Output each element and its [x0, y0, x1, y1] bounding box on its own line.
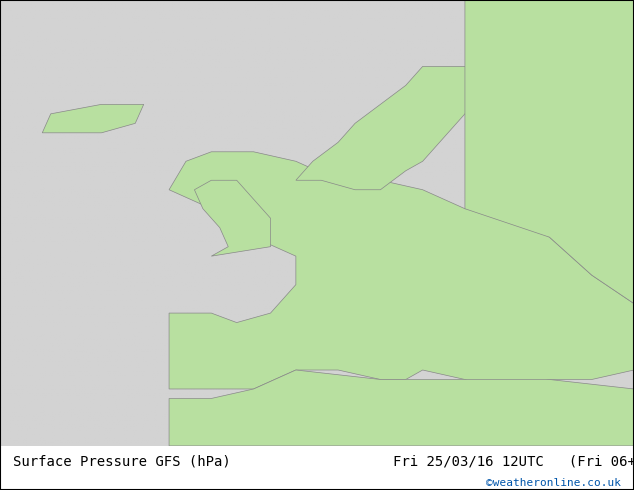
Text: ©weatheronline.co.uk: ©weatheronline.co.uk: [486, 478, 621, 489]
Polygon shape: [169, 152, 634, 389]
Polygon shape: [42, 104, 144, 133]
Polygon shape: [465, 0, 634, 304]
Polygon shape: [296, 67, 490, 190]
Text: Surface Pressure GFS (hPa): Surface Pressure GFS (hPa): [13, 454, 230, 468]
Text: Fri 25/03/16 12UTC   (Fri 06+06): Fri 25/03/16 12UTC (Fri 06+06): [393, 454, 634, 468]
Polygon shape: [169, 370, 634, 446]
Polygon shape: [195, 180, 271, 256]
